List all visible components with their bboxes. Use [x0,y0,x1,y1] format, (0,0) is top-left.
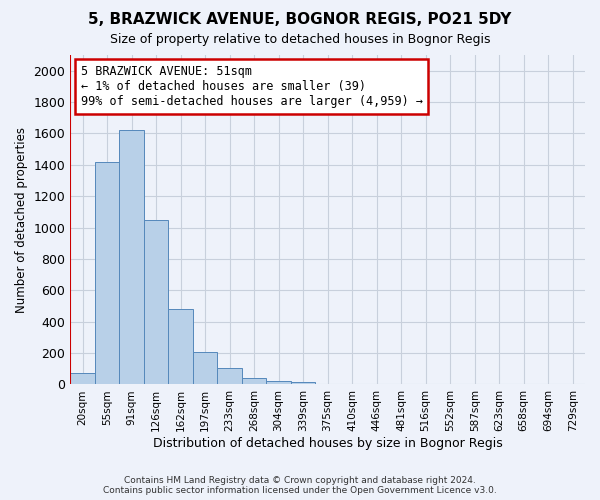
Y-axis label: Number of detached properties: Number of detached properties [15,126,28,312]
Bar [95,162,119,384]
Bar [291,382,316,384]
Bar [169,309,193,384]
Bar [266,380,291,384]
Bar [217,368,242,384]
Bar [119,130,144,384]
Text: 5 BRAZWICK AVENUE: 51sqm
← 1% of detached houses are smaller (39)
99% of semi-de: 5 BRAZWICK AVENUE: 51sqm ← 1% of detache… [80,65,422,108]
Text: Size of property relative to detached houses in Bognor Regis: Size of property relative to detached ho… [110,32,490,46]
Text: 5, BRAZWICK AVENUE, BOGNOR REGIS, PO21 5DY: 5, BRAZWICK AVENUE, BOGNOR REGIS, PO21 5… [88,12,512,28]
Bar [70,372,95,384]
X-axis label: Distribution of detached houses by size in Bognor Regis: Distribution of detached houses by size … [153,437,503,450]
Bar [242,378,266,384]
Text: Contains HM Land Registry data © Crown copyright and database right 2024.
Contai: Contains HM Land Registry data © Crown c… [103,476,497,495]
Bar [193,352,217,384]
Bar [144,220,169,384]
